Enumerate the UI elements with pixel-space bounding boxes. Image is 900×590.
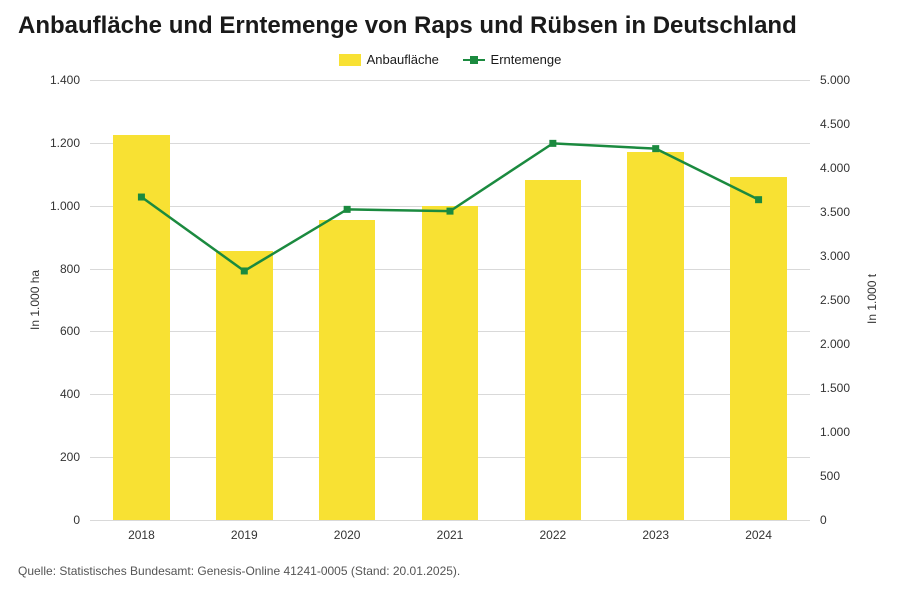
x-tick: 2018 — [128, 528, 155, 542]
line-marker-icon — [652, 145, 659, 152]
line-marker-icon — [344, 206, 351, 213]
y-tick-right: 1.500 — [820, 381, 850, 395]
x-tick: 2020 — [334, 528, 361, 542]
legend-swatch-line-icon — [463, 54, 485, 66]
x-tick: 2024 — [745, 528, 772, 542]
y-axis-left-title: In 1.000 ha — [28, 270, 42, 330]
chart-root: Anbaufläche und Erntemenge von Raps und … — [0, 0, 900, 590]
line-marker-icon — [549, 140, 556, 147]
x-tick: 2021 — [437, 528, 464, 542]
y-tick-right: 3.000 — [820, 249, 850, 263]
y-tick-right: 4.500 — [820, 117, 850, 131]
gridline — [90, 520, 810, 521]
x-tick: 2023 — [642, 528, 669, 542]
y-tick-right: 2.500 — [820, 293, 850, 307]
y-tick-right: 1.000 — [820, 425, 850, 439]
y-tick-right: 5.000 — [820, 73, 850, 87]
plot-area — [90, 80, 810, 520]
legend-label-bars: Anbaufläche — [367, 52, 439, 67]
x-tick: 2019 — [231, 528, 258, 542]
line-series — [90, 80, 810, 520]
chart-title: Anbaufläche und Erntemenge von Raps und … — [18, 12, 797, 40]
y-tick-right: 3.500 — [820, 205, 850, 219]
line-marker-icon — [241, 267, 248, 274]
y-tick-right: 0 — [820, 513, 827, 527]
y-axis-right-title: In 1.000 t — [865, 274, 879, 324]
y-tick-right: 500 — [820, 469, 840, 483]
legend-swatch-bar-icon — [339, 54, 361, 66]
chart-source: Quelle: Statistisches Bundesamt: Genesis… — [18, 564, 460, 578]
chart-legend: Anbaufläche Erntemenge — [0, 52, 900, 69]
legend-item-line: Erntemenge — [463, 52, 562, 67]
legend-item-bars: Anbaufläche — [339, 52, 439, 67]
y-tick-right: 2.000 — [820, 337, 850, 351]
line-marker-icon — [138, 194, 145, 201]
legend-label-line: Erntemenge — [491, 52, 562, 67]
line-marker-icon — [755, 196, 762, 203]
line-marker-icon — [447, 208, 454, 215]
x-tick: 2022 — [539, 528, 566, 542]
y-tick-right: 4.000 — [820, 161, 850, 175]
